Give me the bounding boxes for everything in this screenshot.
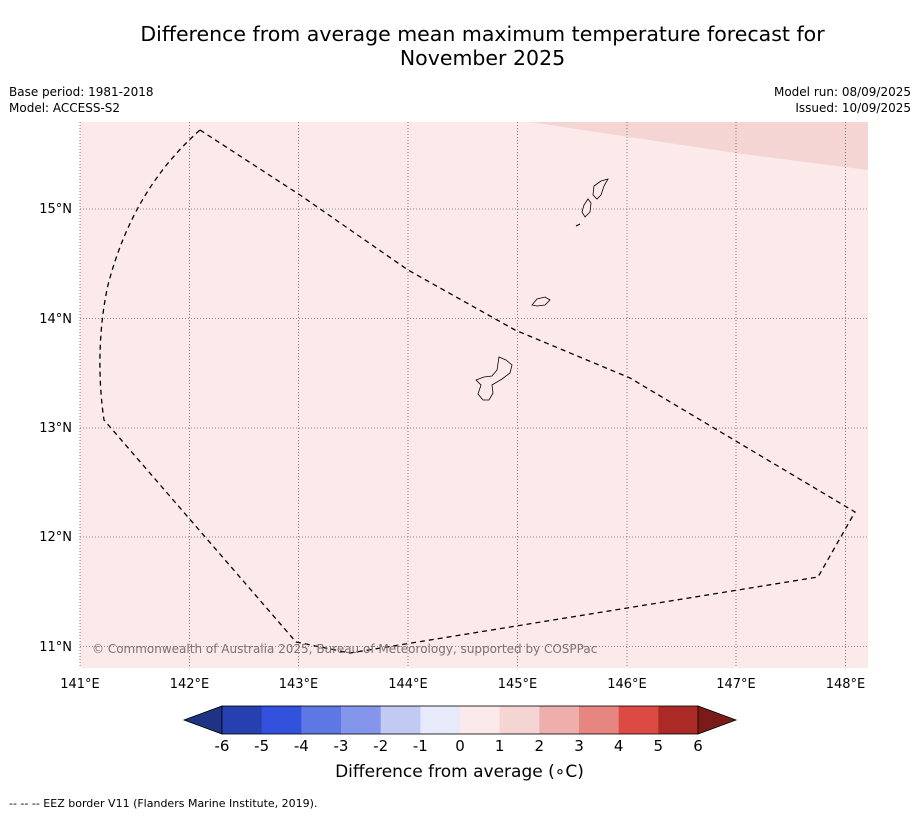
lat-label-12n: 12°N [39,530,72,545]
lon-label-145e: 145°E [498,677,538,692]
lat-label-15n: 15°N [39,202,72,217]
colorbar-cell [301,706,342,734]
lat-tick-labels: 15°N 14°N 13°N 12°N 11°N [39,202,72,655]
lon-label-148e: 148°E [826,677,866,692]
model-text: Model: ACCESS-S2 [9,101,121,115]
island-aguijan [575,223,581,227]
map-background [80,122,868,668]
colorbar-cell [380,706,421,734]
colorbar-tick-label: -4 [294,737,309,755]
graticule [79,122,868,668]
colorbar-extend-high [697,705,738,735]
title-line-1: Difference from average mean maximum tem… [140,22,825,46]
island-saipan [592,178,609,200]
colorbar-tick-label: 0 [455,737,465,755]
colorbar-frame [221,705,699,735]
colorbar-tick-label: 1 [495,737,505,755]
colorbar-cell [539,706,580,734]
colorbar-tick-label: 4 [614,737,624,755]
lat-label-11n: 11°N [39,640,72,655]
lon-label-141e: 141°E [60,677,100,692]
colorbar-label: Difference from average (∘C) [335,762,584,782]
colorbar-tick-label: -5 [254,737,269,755]
colorbar-tick-label: -2 [373,737,388,755]
colorbar-cell [618,706,659,734]
island-tinian [581,198,592,218]
lat-label-14n: 14°N [39,312,72,327]
colorbar-tick-label: -6 [215,737,230,755]
colorbar-cell [341,706,382,734]
lon-label-142e: 142°E [170,677,210,692]
model-run-text: Model run: 08/09/2025 [773,85,911,99]
colorbar-tick-label: 5 [654,737,664,755]
colorbar-cell [579,706,620,734]
colorbar-cell [658,706,699,734]
colorbar-cell [499,706,540,734]
colorbar: -6 -5 -4 -3 -2 -1 0 1 2 3 4 5 6 [182,705,738,755]
colorbar-cell [261,706,302,734]
colorbar-tick-label: -1 [413,737,428,755]
title-line-2: November 2025 [399,46,566,70]
issued-text: Issued: 10/09/2025 [795,101,911,115]
lon-label-144e: 144°E [388,677,428,692]
lat-label-13n: 13°N [39,421,72,436]
eez-legend-note: -- -- -- EEZ border V11 (Flanders Marine… [9,797,318,810]
colorbar-cell [460,706,501,734]
lon-tick-labels: 141°E 142°E 143°E 144°E 145°E 146°E 147°… [60,677,865,692]
meta-left: Base period: 1981-2018 Model: ACCESS-S2 [9,84,154,116]
island-guam [475,356,513,401]
colorbar-cell [420,706,461,734]
colorbar-extend-low [182,705,223,735]
colorbar-tick-label: -3 [334,737,349,755]
island-rota [531,296,551,307]
chart-title: Difference from average mean maximum tem… [40,22,919,70]
colorbar-cell [222,706,263,734]
copyright-text: © Commonwealth of Australia 2025, Bureau… [92,642,597,656]
lon-label-143e: 143°E [279,677,319,692]
lon-label-146e: 146°E [607,677,647,692]
eez-border [99,129,856,654]
warm-anomaly-band [530,122,868,170]
colorbar-tick-label: 6 [693,737,703,755]
colorbar-tick-label: 2 [535,737,545,755]
lon-label-147e: 147°E [716,677,756,692]
base-period-text: Base period: 1981-2018 [9,85,154,99]
meta-right: Model run: 08/09/2025 Issued: 10/09/2025 [774,84,911,116]
colorbar-tick-label: 3 [574,737,584,755]
